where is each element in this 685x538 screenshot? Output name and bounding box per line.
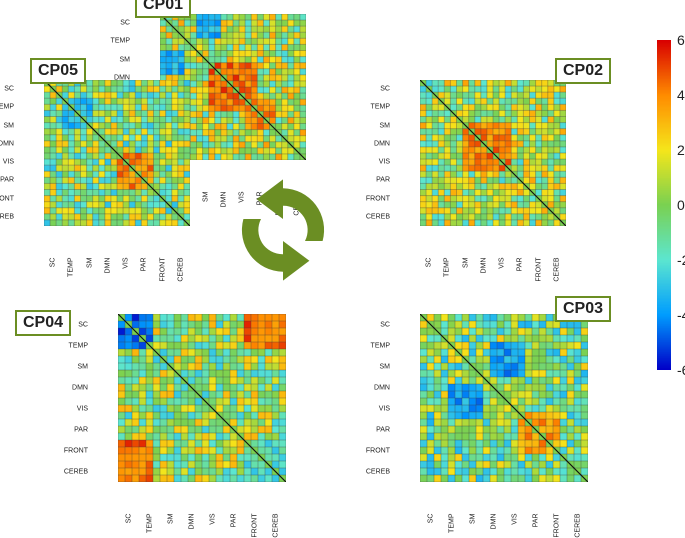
x-tick: FRONT [251,514,258,538]
y-tick: VIS [77,405,88,412]
heatmap-canvas [44,80,190,226]
panel-label-cp01: CP01 [135,0,191,18]
y-tick: SM [4,122,15,129]
x-tick: SC [125,514,132,524]
x-tick: VIS [499,258,506,269]
y-tick: SM [78,363,89,370]
y-tick: SC [380,321,390,328]
panel-label-cp04: CP04 [15,310,71,336]
x-tick: CEREB [553,258,560,282]
x-tick: FRONT [535,258,542,282]
colorbar-tick: 2 [677,142,685,158]
y-tick: CEREB [64,468,88,475]
heatmap-cp04: SCTEMPSMDMNVISPARFRONTCEREBSCTEMPSMDMNVI… [118,314,286,482]
y-tick: SC [120,20,130,27]
y-tick: SC [4,86,14,93]
panel-label-cp02: CP02 [555,58,611,84]
panel-cp04: SCTEMPSMDMNVISPARFRONTCEREBSCTEMPSMDMNVI… [118,314,286,482]
x-tick: PAR [230,514,237,528]
x-tick: VIS [123,258,130,269]
x-tick: SM [462,258,469,269]
y-tick: TEMP [111,38,130,45]
y-tick: PAR [376,177,390,184]
x-tick: PAR [532,514,539,528]
panel-cp03: SCTEMPSMDMNVISPARFRONTCEREBSCTEMPSMDMNVI… [420,314,588,482]
x-tick: SC [427,514,434,524]
y-tick: DMN [374,140,390,147]
y-tick: FRONT [0,195,14,202]
heatmap-canvas [420,314,588,482]
heatmap-canvas [118,314,286,482]
y-tick: CEREB [366,468,390,475]
x-tick: SM [469,514,476,525]
x-tick: FRONT [553,514,560,538]
colorbar-gradient [657,40,671,370]
x-tick: CEREB [177,258,184,282]
y-tick: VIS [3,159,14,166]
x-tick: DMN [490,514,497,530]
y-tick: TEMP [371,342,390,349]
y-tick: PAR [376,426,390,433]
cycle-arrows-icon [228,175,338,290]
x-tick: TEMP [444,258,451,277]
heatmap-cp03: SCTEMPSMDMNVISPARFRONTCEREBSCTEMPSMDMNVI… [420,314,588,482]
colorbar-tick: -2 [677,252,685,268]
y-tick: SC [380,86,390,93]
heatmap-canvas [420,80,566,226]
y-tick: TEMP [0,104,14,111]
y-tick: CEREB [0,213,14,220]
y-tick: SC [78,321,88,328]
y-tick: FRONT [366,447,390,454]
x-tick: SM [202,192,209,203]
x-tick: FRONT [159,258,166,282]
x-tick: CEREB [272,514,279,538]
y-tick: DMN [72,384,88,391]
x-tick: SM [167,514,174,525]
x-tick: DMN [104,258,111,274]
x-tick: TEMP [448,514,455,533]
panel-label-cp03: CP03 [555,296,611,322]
x-tick: DMN [188,514,195,530]
x-tick: DMN [480,258,487,274]
y-tick: FRONT [366,195,390,202]
y-tick: CEREB [366,213,390,220]
panel-label-cp05: CP05 [30,58,86,84]
y-tick: TEMP [69,342,88,349]
x-tick: CEREB [574,514,581,538]
y-tick: FRONT [64,447,88,454]
x-tick: PAR [141,258,148,272]
x-tick: SM [86,258,93,269]
y-tick: DMN [0,140,14,147]
y-tick: VIS [379,405,390,412]
y-tick: SM [120,56,131,63]
colorbar-tick: 0 [677,197,685,213]
x-tick: TEMP [146,514,153,533]
colorbar-tick: 4 [677,87,685,103]
colorbar-tick: -6 [677,362,685,378]
y-tick: PAR [0,177,14,184]
colorbar-tick: 6 [677,32,685,48]
y-tick: VIS [379,159,390,166]
y-tick: SM [380,122,391,129]
colorbar: 6420-2-4-6Arbitrary [657,40,671,375]
colorbar-tick: -4 [677,307,685,323]
panel-cp05: SCTEMPSMDMNVISPARFRONTCEREBSCTEMPSMDMNVI… [44,80,190,226]
heatmap-cp02: SCTEMPSMDMNVISPARFRONTCEREBSCTEMPSMDMNVI… [420,80,566,226]
x-tick: VIS [511,514,518,525]
x-tick: DMN [220,192,227,208]
x-tick: SC [426,258,433,268]
y-tick: TEMP [371,104,390,111]
x-tick: PAR [517,258,524,272]
y-tick: DMN [374,384,390,391]
heatmap-cp05: SCTEMPSMDMNVISPARFRONTCEREBSCTEMPSMDMNVI… [44,80,190,226]
x-tick: SC [50,258,57,268]
y-tick: PAR [74,426,88,433]
x-tick: TEMP [68,258,75,277]
x-tick: VIS [209,514,216,525]
panel-cp02: SCTEMPSMDMNVISPARFRONTCEREBSCTEMPSMDMNVI… [420,80,566,226]
y-tick: SM [380,363,391,370]
